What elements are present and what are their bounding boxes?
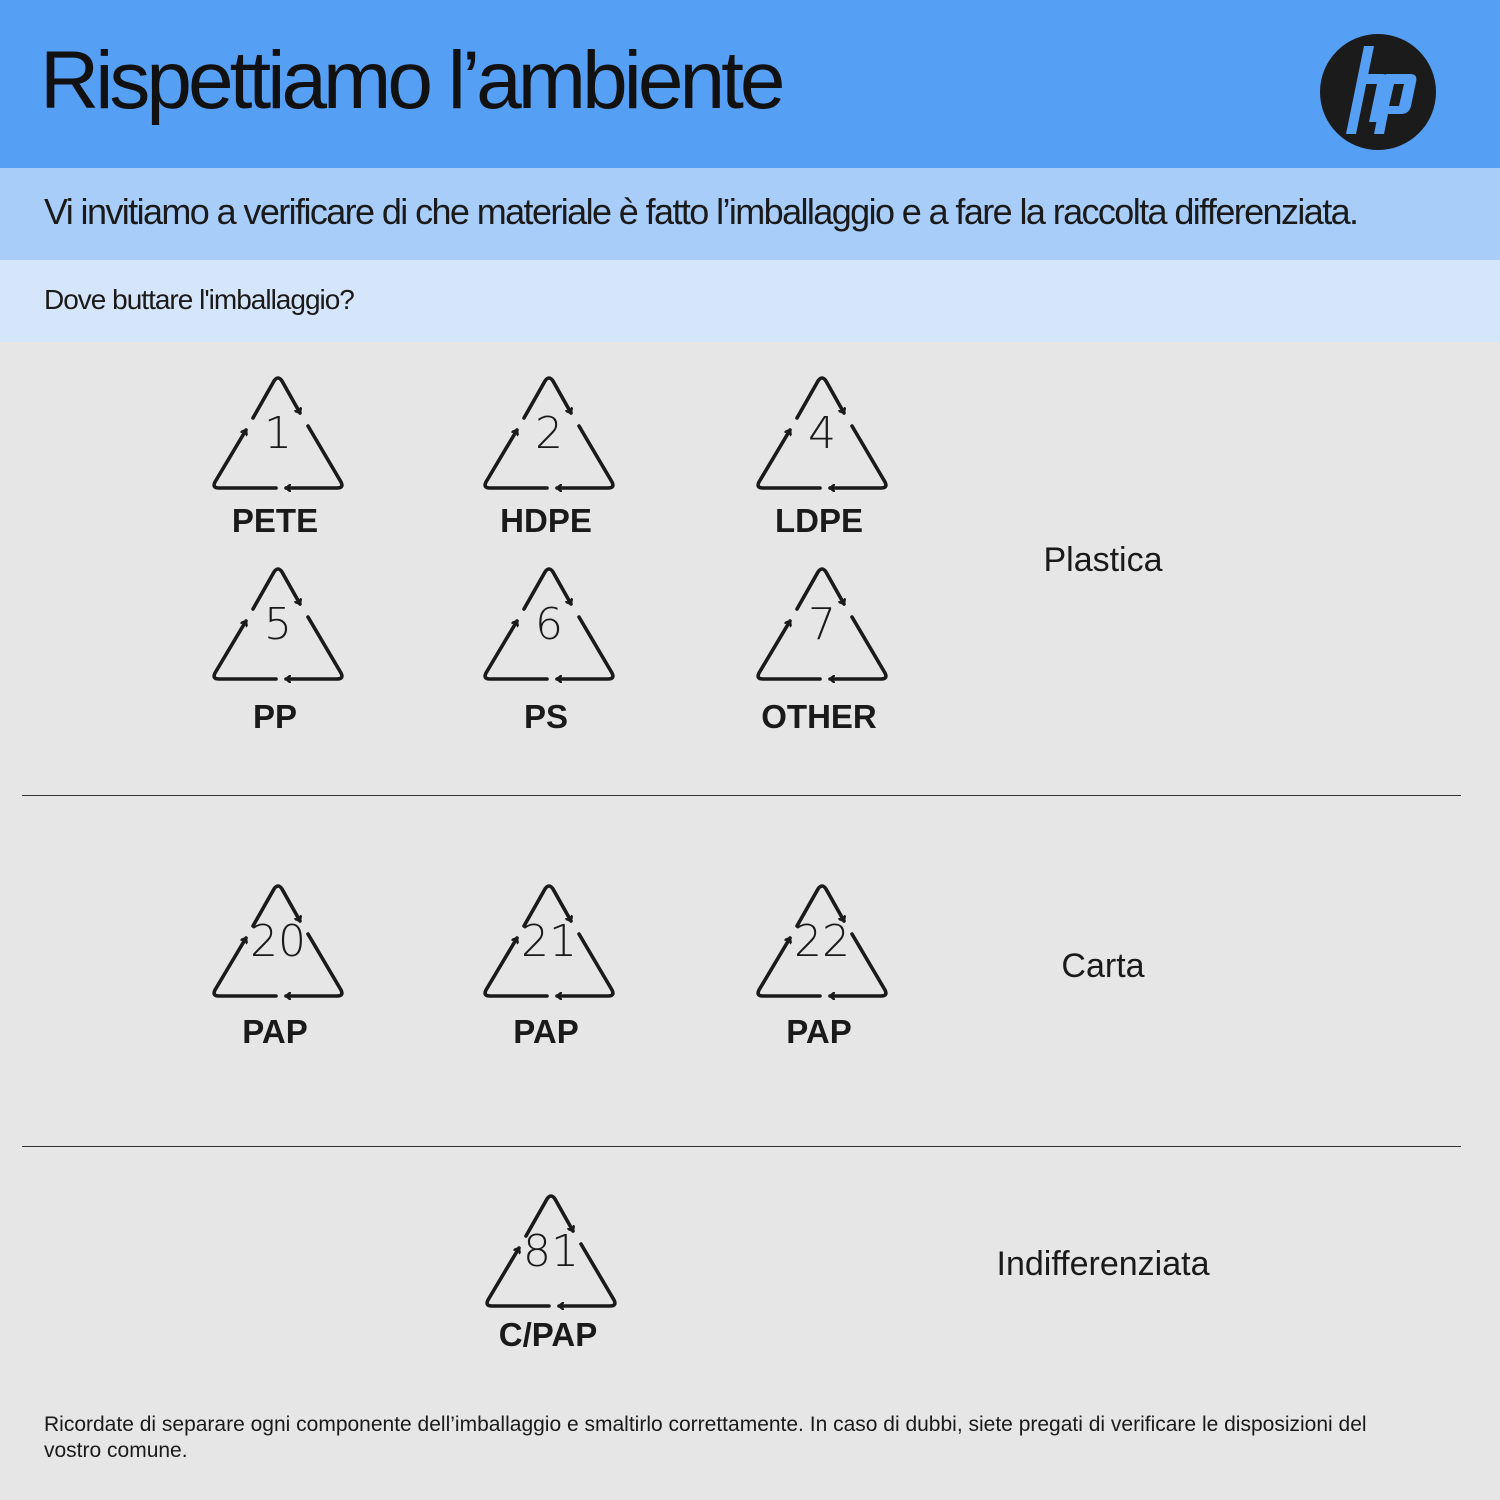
question: Dove buttare l'imballaggio? — [44, 284, 355, 315]
recycling-code-21: 21 — [479, 880, 619, 1000]
category-plastica: Plastica — [1043, 541, 1163, 579]
material-label: PAP — [786, 1013, 852, 1050]
recycling-number: 20 — [250, 916, 306, 967]
recycling-code-5: 5 — [208, 563, 348, 683]
recycling-number: 7 — [808, 599, 836, 650]
material-label: HDPE — [500, 502, 592, 539]
recycle-triangle-icon — [756, 376, 888, 492]
category-carta: Carta — [1061, 947, 1145, 985]
recycling-code-1: 1 — [208, 372, 348, 492]
recycling-code-4: 4 — [752, 372, 892, 492]
material-label: PAP — [513, 1013, 579, 1050]
recycling-number: 6 — [535, 599, 563, 650]
material-label: LDPE — [774, 502, 863, 539]
recycling-number: 5 — [264, 599, 292, 650]
recycling-number: 21 — [521, 916, 577, 967]
recycle-triangle-icon — [483, 567, 615, 683]
recycling-number: 2 — [535, 408, 563, 459]
header-band — [0, 0, 1500, 168]
material-label: C/PAP — [498, 1316, 598, 1353]
recycling-code-2: 2 — [479, 372, 619, 492]
recycling-code-20: 20 — [208, 880, 348, 1000]
recycling-code-6: 6 — [479, 563, 619, 683]
material-label: PAP — [242, 1013, 308, 1050]
recycling-number: 22 — [794, 916, 850, 967]
recycle-triangle-icon — [483, 376, 615, 492]
divider — [22, 795, 1461, 796]
recycle-triangle-icon — [756, 884, 888, 1000]
page-title: Rispettiamo l’ambiente — [40, 35, 785, 126]
hp-logo — [1320, 34, 1436, 150]
footer-note: Ricordate di separare ogni componente de… — [44, 1413, 1367, 1462]
divider — [22, 1146, 1461, 1147]
recycling-number: 81 — [523, 1226, 579, 1277]
recycle-triangle-icon — [483, 884, 615, 1000]
material-label: PS — [523, 698, 569, 735]
subtitle-band — [0, 168, 1500, 260]
recycling-number: 4 — [808, 408, 836, 459]
material-label: PP — [252, 698, 298, 735]
category-indifferenziata: Indifferenziata — [996, 1245, 1210, 1283]
question-band — [0, 260, 1500, 342]
recycle-triangle-icon — [485, 1194, 617, 1310]
recycle-triangle-icon — [212, 567, 344, 683]
recycle-triangle-icon — [756, 567, 888, 683]
recycle-triangle-icon — [212, 884, 344, 1000]
recycling-code-81: 81 — [481, 1190, 621, 1310]
recycling-code-22: 22 — [752, 880, 892, 1000]
material-label: PETE — [231, 502, 319, 539]
recycling-number: 1 — [264, 408, 292, 459]
recycling-code-7: 7 — [752, 563, 892, 683]
subtitle: Vi invitiamo a verificare di che materia… — [44, 191, 1359, 232]
material-label: OTHER — [761, 698, 877, 735]
recycle-triangle-icon — [212, 376, 344, 492]
